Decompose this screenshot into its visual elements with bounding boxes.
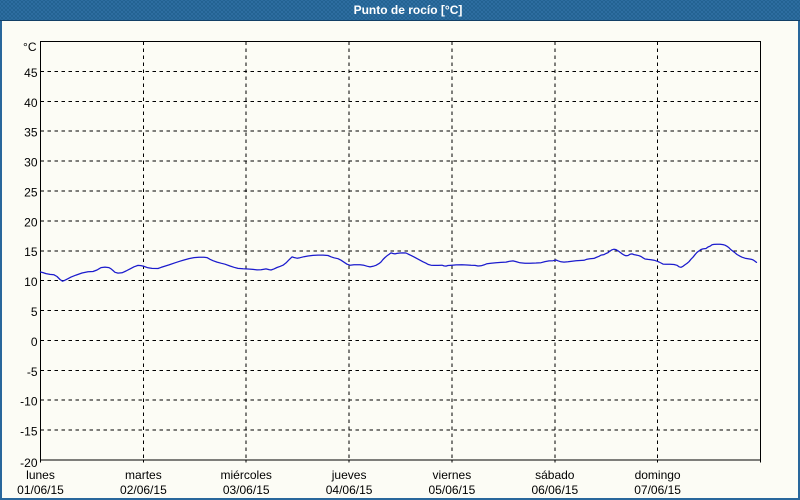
- svg-text:sábado: sábado: [535, 468, 575, 482]
- svg-text:06/06/15: 06/06/15: [531, 483, 578, 497]
- svg-text:-20: -20: [20, 456, 38, 470]
- svg-text:15: 15: [24, 245, 38, 259]
- svg-text:25: 25: [24, 186, 38, 200]
- svg-text:viernes: viernes: [433, 468, 472, 482]
- svg-text:45: 45: [24, 66, 38, 80]
- svg-text:01/06/15: 01/06/15: [17, 483, 64, 497]
- svg-text:10: 10: [24, 275, 38, 289]
- svg-text:05/06/15: 05/06/15: [429, 483, 476, 497]
- svg-text:-15: -15: [20, 425, 38, 439]
- svg-text:jueves: jueves: [331, 468, 367, 482]
- svg-text:5: 5: [31, 305, 38, 319]
- svg-text:04/06/15: 04/06/15: [326, 483, 373, 497]
- svg-text:02/06/15: 02/06/15: [120, 483, 167, 497]
- svg-text:martes: martes: [125, 468, 162, 482]
- svg-text:07/06/15: 07/06/15: [634, 483, 681, 497]
- svg-text:-5: -5: [27, 365, 38, 379]
- svg-text:03/06/15: 03/06/15: [223, 483, 270, 497]
- svg-text:0: 0: [31, 335, 38, 349]
- svg-text:lunes: lunes: [26, 468, 55, 482]
- svg-text:-10: -10: [20, 395, 38, 409]
- svg-text:35: 35: [24, 126, 38, 140]
- svg-text:20: 20: [24, 215, 38, 229]
- svg-text:domingo: domingo: [635, 468, 681, 482]
- svg-text:30: 30: [24, 156, 38, 170]
- svg-text:miércoles: miércoles: [221, 468, 272, 482]
- svg-text:40: 40: [24, 96, 38, 110]
- svg-text:°C: °C: [23, 40, 37, 54]
